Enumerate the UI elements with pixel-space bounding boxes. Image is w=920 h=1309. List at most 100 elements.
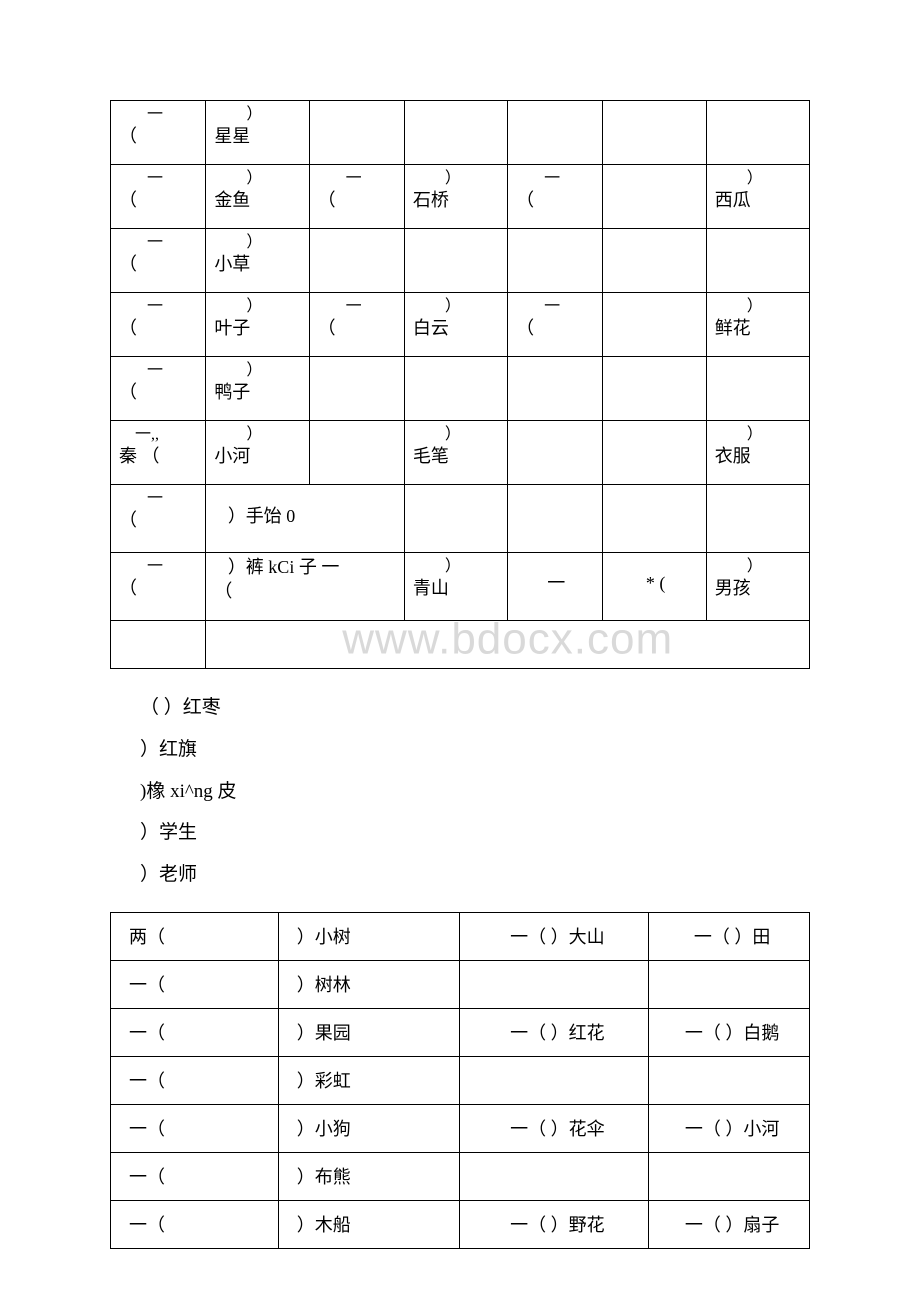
cell-text: 一	[516, 297, 596, 316]
cell-text: 鲜花	[715, 316, 803, 341]
cell-text: 一	[119, 489, 199, 508]
cell-text: 一	[516, 571, 596, 596]
cell-text: ）树林	[278, 960, 460, 1008]
list-item: ）老师	[140, 854, 810, 896]
cell-text: 一（	[111, 1104, 279, 1152]
cell-text: 白云	[413, 316, 501, 341]
cell-text: ）	[413, 169, 501, 188]
cell-text: （	[214, 579, 398, 604]
cell-text: 一（	[111, 1152, 279, 1200]
page: 一（ ）星星 一（ ）金鱼 一（ ）石桥 一（ ）西瓜 一（	[0, 0, 920, 1309]
cell-text	[649, 960, 810, 1008]
cell-text	[649, 1152, 810, 1200]
table-row: 一（ ）裤 kCi 子 一（ ）青山 一 * ( ）男孩	[111, 553, 810, 621]
cell-text: ）	[413, 557, 501, 576]
cell-text: 小草	[214, 252, 302, 277]
cell-text: 男孩	[715, 576, 803, 601]
cell-text	[460, 1152, 649, 1200]
table-row: 一（ ）金鱼 一（ ）石桥 一（ ）西瓜	[111, 165, 810, 229]
cell-text: ）	[715, 169, 803, 188]
cell-text	[460, 960, 649, 1008]
cell-text: ）	[413, 297, 501, 316]
cell-text: ）	[715, 557, 803, 576]
cell-text: 一	[119, 169, 199, 188]
cell-text: 一（ ）白鹅	[649, 1008, 810, 1056]
cell-text: 星星	[214, 124, 302, 149]
cell-text: （	[119, 188, 199, 213]
table-row: 一（ ）小狗 一（ ）花伞 一（ ）小河	[111, 1104, 810, 1152]
cell-text: （	[119, 380, 199, 405]
table-row: 一,,秦 （ ）小河 ）毛笔 ）衣服	[111, 421, 810, 485]
cell-text: ）	[214, 425, 302, 444]
cell-text: ）	[214, 361, 302, 380]
table-row: 一（ ）小草	[111, 229, 810, 293]
cell-text: 一,,	[119, 425, 199, 444]
list-item: ）红旗	[140, 729, 810, 771]
cell-text: （	[119, 316, 199, 341]
cell-text	[649, 1056, 810, 1104]
cell-text: （	[516, 188, 596, 213]
cell-text: 毛笔	[413, 444, 501, 469]
cell-text: （	[119, 576, 199, 601]
cell-text: 一（ ）红花	[460, 1008, 649, 1056]
cell-text: （	[119, 508, 199, 533]
measure-word-table-1: 一（ ）星星 一（ ）金鱼 一（ ）石桥 一（ ）西瓜 一（	[110, 100, 810, 669]
cell-text: ）	[413, 425, 501, 444]
cell-text: ）	[214, 105, 302, 124]
cell-text: （	[119, 124, 199, 149]
cell-text: ）	[214, 233, 302, 252]
cell-text: 西瓜	[715, 188, 803, 213]
table-row: 一（ ）果园 一（ ）红花 一（ ）白鹅	[111, 1008, 810, 1056]
cell-text: 一（	[111, 1200, 279, 1248]
cell-text: 一	[119, 557, 199, 576]
cell-text: 一（ ）大山	[460, 912, 649, 960]
cell-text: ）裤 kCi 子 一	[214, 557, 398, 579]
cell-text: 石桥	[413, 188, 501, 213]
cell-text: * (	[611, 571, 699, 596]
list-item: （ ）红枣	[140, 687, 810, 729]
measure-word-table-2: 两（ ）小树 一（ ）大山 一（ ）田 一（ ）树林 一（ ）果园 一（ ）红花…	[110, 912, 810, 1249]
cell-text: 衣服	[715, 444, 803, 469]
table-row: 一（ ）木船 一（ ）野花 一（ ）扇子	[111, 1200, 810, 1248]
cell-text: 一（ ）小河	[649, 1104, 810, 1152]
cell-text: 秦 （	[119, 444, 199, 469]
cell-text: 鸭子	[214, 380, 302, 405]
table-row: 一（ ）星星	[111, 101, 810, 165]
cell-text: 一	[119, 233, 199, 252]
table-row: 一（ ）树林	[111, 960, 810, 1008]
cell-text: 小河	[214, 444, 302, 469]
cell-text: 一（	[111, 960, 279, 1008]
cell-text: （	[318, 188, 398, 213]
fill-blank-list: （ ）红枣 ）红旗 )橡 xi^ng 皮 ）学生 ）老师	[110, 669, 810, 912]
table-row: 一（ ）布熊	[111, 1152, 810, 1200]
cell-text: 一（ ）扇子	[649, 1200, 810, 1248]
cell-text: ）果园	[278, 1008, 460, 1056]
cell-text: 叶子	[214, 316, 302, 341]
list-item: ）学生	[140, 812, 810, 854]
cell-text: 青山	[413, 576, 501, 601]
cell-text: ）小狗	[278, 1104, 460, 1152]
cell-text: 一（	[111, 1056, 279, 1104]
cell-text: ）	[214, 169, 302, 188]
cell-text: ）	[715, 297, 803, 316]
cell-text: ）手饴 0	[214, 506, 295, 526]
cell-text: ）木船	[278, 1200, 460, 1248]
cell-text: 一（ ）野花	[460, 1200, 649, 1248]
table-row: www.bdocx.com	[111, 621, 810, 669]
cell-text: ）布熊	[278, 1152, 460, 1200]
cell-text: （	[516, 316, 596, 341]
table-row: 一（ ）鸭子	[111, 357, 810, 421]
table-row: 一（ ）手饴 0	[111, 485, 810, 553]
cell-text: ）彩虹	[278, 1056, 460, 1104]
cell-text: 金鱼	[214, 188, 302, 213]
table-row: 两（ ）小树 一（ ）大山 一（ ）田	[111, 912, 810, 960]
cell-text: 一	[318, 297, 398, 316]
cell-text: ）	[715, 425, 803, 444]
cell-text: 一	[318, 169, 398, 188]
cell-text: （	[119, 252, 199, 277]
cell-text: 一	[119, 297, 199, 316]
cell-text: 一（	[111, 1008, 279, 1056]
cell-text: 两（	[111, 912, 279, 960]
cell-text: 一	[119, 105, 199, 124]
cell-text: 一	[516, 169, 596, 188]
